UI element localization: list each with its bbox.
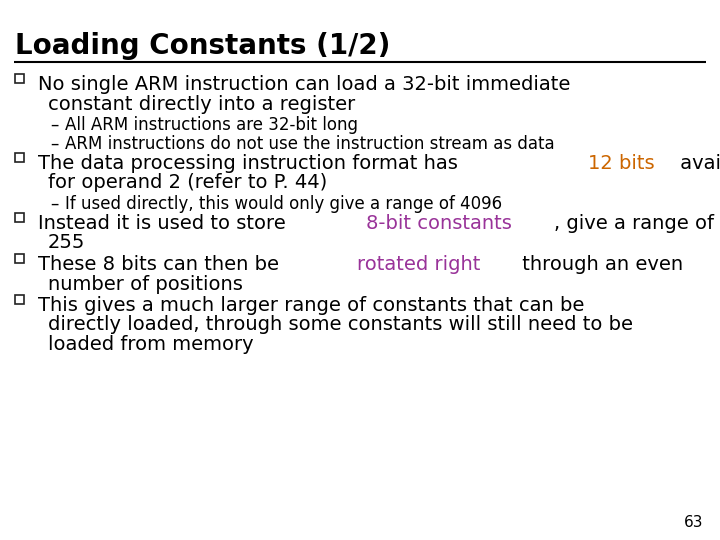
FancyBboxPatch shape	[15, 295, 24, 304]
Text: ARM instructions do not use the instruction stream as data: ARM instructions do not use the instruct…	[65, 135, 554, 153]
Text: No single ARM instruction can load a 32-bit immediate: No single ARM instruction can load a 32-…	[38, 75, 570, 94]
Text: , give a range of 0-: , give a range of 0-	[554, 214, 720, 233]
Text: Loading Constants (1/2): Loading Constants (1/2)	[15, 32, 390, 60]
FancyBboxPatch shape	[15, 254, 24, 263]
Text: available: available	[674, 154, 720, 173]
Text: loaded from memory: loaded from memory	[48, 335, 253, 354]
Text: 63: 63	[683, 515, 703, 530]
Text: If used directly, this would only give a range of 4096: If used directly, this would only give a…	[65, 195, 502, 213]
Text: –: –	[50, 195, 58, 213]
FancyBboxPatch shape	[15, 153, 24, 162]
Text: number of positions: number of positions	[48, 274, 243, 294]
Text: 12 bits: 12 bits	[588, 154, 654, 173]
Text: rotated right: rotated right	[357, 255, 480, 274]
FancyBboxPatch shape	[15, 213, 24, 222]
Text: 8-bit constants: 8-bit constants	[366, 214, 512, 233]
Text: This gives a much larger range of constants that can be: This gives a much larger range of consta…	[38, 296, 585, 315]
Text: –: –	[50, 135, 58, 153]
Text: for operand 2 (refer to P. 44): for operand 2 (refer to P. 44)	[48, 173, 328, 192]
Text: The data processing instruction format has: The data processing instruction format h…	[38, 154, 464, 173]
Text: These 8 bits can then be: These 8 bits can then be	[38, 255, 285, 274]
Text: –: –	[50, 116, 58, 134]
Text: directly loaded, through some constants will still need to be: directly loaded, through some constants …	[48, 315, 633, 334]
Text: through an even: through an even	[516, 255, 683, 274]
Text: constant directly into a register: constant directly into a register	[48, 94, 355, 113]
Text: All ARM instructions are 32-bit long: All ARM instructions are 32-bit long	[65, 116, 358, 134]
Text: 255: 255	[48, 233, 86, 253]
Text: Instead it is used to store: Instead it is used to store	[38, 214, 292, 233]
FancyBboxPatch shape	[15, 74, 24, 83]
